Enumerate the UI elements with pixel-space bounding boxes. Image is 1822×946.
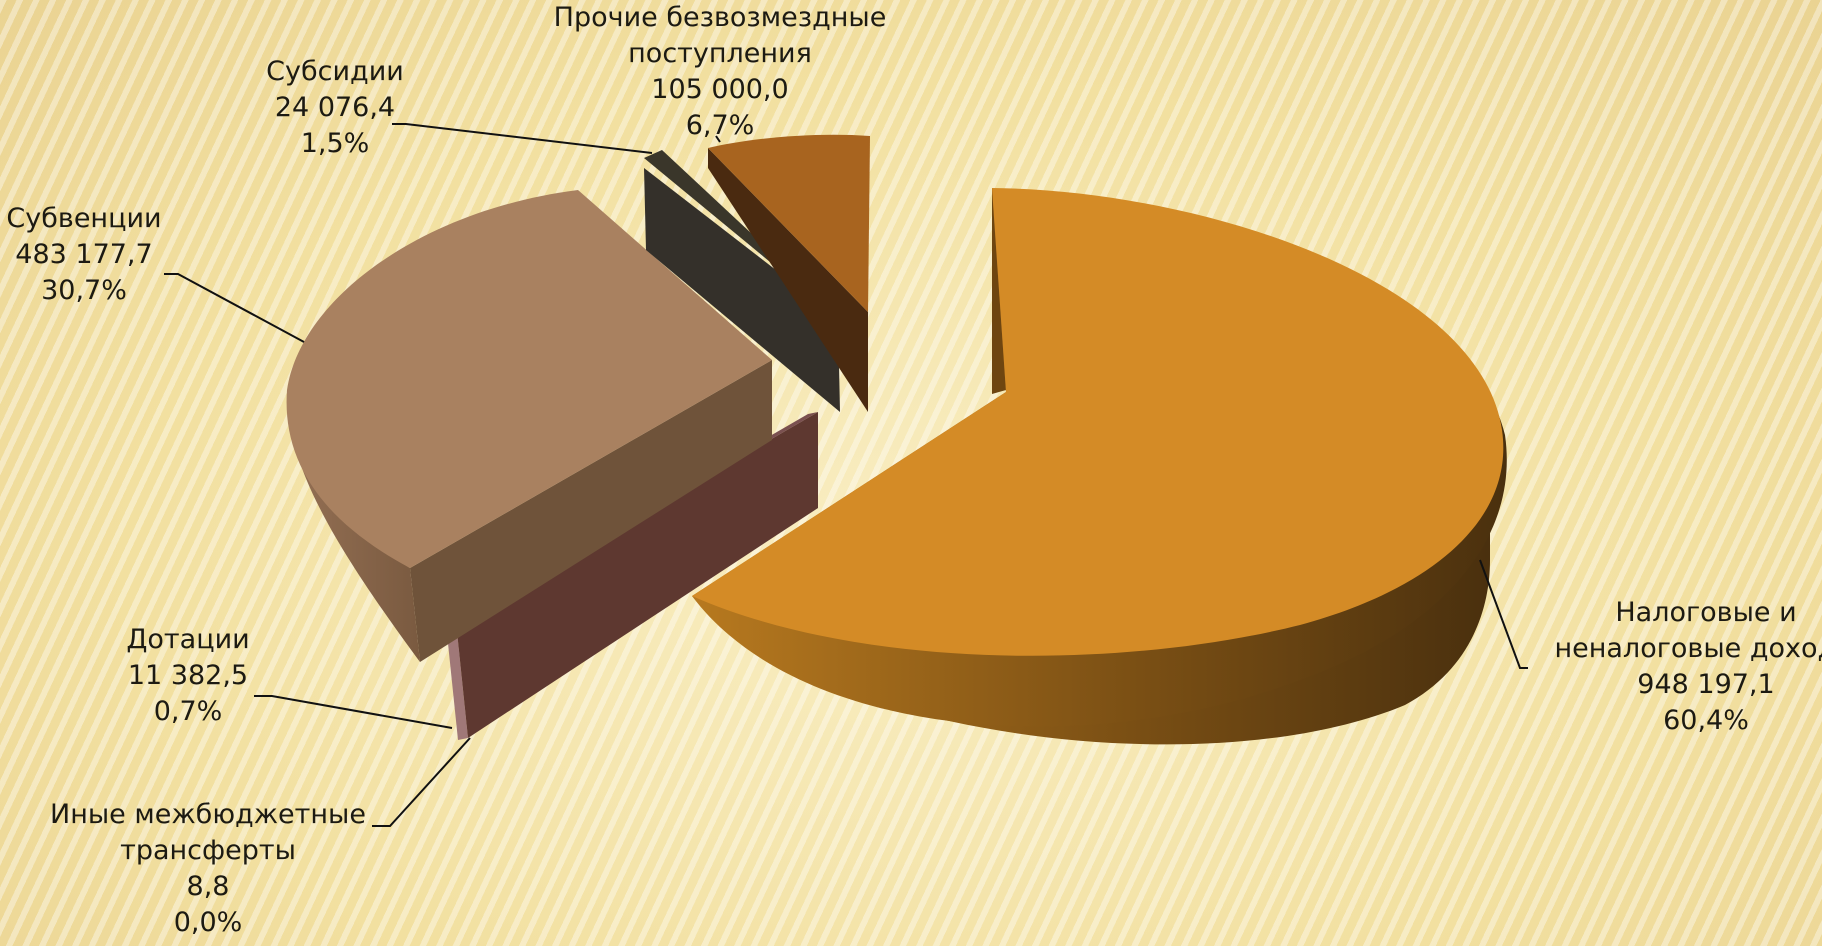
leader-dotatsii	[254, 695, 453, 729]
data-label-nalogovye-value: 948 197,1	[1637, 669, 1774, 700]
data-label-nalogovye-percent: 60,4%	[1663, 705, 1749, 736]
slice-dotatsii-top	[456, 412, 818, 738]
slice-subventsii-side	[410, 360, 772, 662]
leader-prochie	[715, 135, 721, 143]
data-label-subventsii-percent: 30,7%	[41, 275, 127, 306]
data-label-nalogovye: Налоговые и неналоговые доходы 948 197,1 60…	[1554, 597, 1822, 736]
slice-subventsii-top	[286, 190, 772, 568]
data-label-prochie-category: поступления	[628, 38, 812, 69]
slice-subventsii	[286, 190, 772, 662]
leader-nalogovye	[1479, 559, 1528, 669]
slice-inye-transferty	[446, 622, 468, 740]
data-label-prochie-value: 105 000,0	[651, 74, 788, 105]
data-label-dotatsii-percent: 0,7%	[154, 696, 223, 727]
leader-lines	[164, 123, 1528, 827]
data-label-subsidii: Субсидии 24 076,4 1,5%	[266, 56, 404, 159]
data-label-subsidii-percent: 1,5%	[301, 128, 370, 159]
slice-nalogovye-top	[692, 188, 1504, 656]
slice-inye-transferty-top	[446, 622, 468, 740]
leader-subventsii	[164, 273, 305, 343]
leader-inye-transferty	[372, 737, 471, 827]
data-label-subsidii-category: Субсидии	[266, 56, 404, 87]
leader-subsidii	[392, 123, 653, 154]
slice-prochie-side	[708, 148, 868, 412]
data-label-dotatsii-value: 11 382,5	[128, 660, 248, 691]
data-label-inye-transferty-value: 8,8	[187, 871, 230, 902]
data-label-nalogovye-category: Налоговые и	[1615, 597, 1796, 628]
data-label-prochie-percent: 6,7%	[686, 110, 755, 141]
data-label-prochie-category: Прочие безвозмездные	[554, 2, 887, 33]
data-label-inye-transferty: Иные межбюджетные трансферты 8,8 0,0%	[50, 799, 366, 938]
data-labels: Налоговые и неналоговые доходы 948 197,1 60…	[6, 2, 1822, 938]
data-label-inye-transferty-category: Иные межбюджетные	[50, 799, 366, 830]
data-label-subventsii-value: 483 177,7	[15, 239, 152, 270]
data-label-inye-transferty-percent: 0,0%	[174, 907, 243, 938]
data-label-prochie: Прочие безвозмездные поступления 105 000,0…	[554, 2, 887, 141]
slice-subventsii-side	[288, 405, 420, 662]
data-label-subventsii-category: Субвенции	[6, 203, 161, 234]
data-label-dotatsii: Дотации 11 382,5 0,7%	[126, 624, 249, 727]
data-label-inye-transferty-category: трансферты	[120, 835, 296, 866]
data-label-dotatsii-category: Дотации	[126, 624, 249, 655]
pie-slices	[286, 134, 1507, 745]
slice-subsidii-side	[644, 168, 840, 412]
data-label-nalogovye-category: неналоговые доходы	[1554, 633, 1822, 664]
slice-prochie	[708, 134, 870, 412]
slice-prochie-top	[708, 134, 870, 312]
data-label-subventsii: Субвенции 483 177,7 30,7%	[6, 203, 161, 306]
data-label-subsidii-value: 24 076,4	[275, 92, 395, 123]
slice-nalogovye	[692, 188, 1507, 745]
